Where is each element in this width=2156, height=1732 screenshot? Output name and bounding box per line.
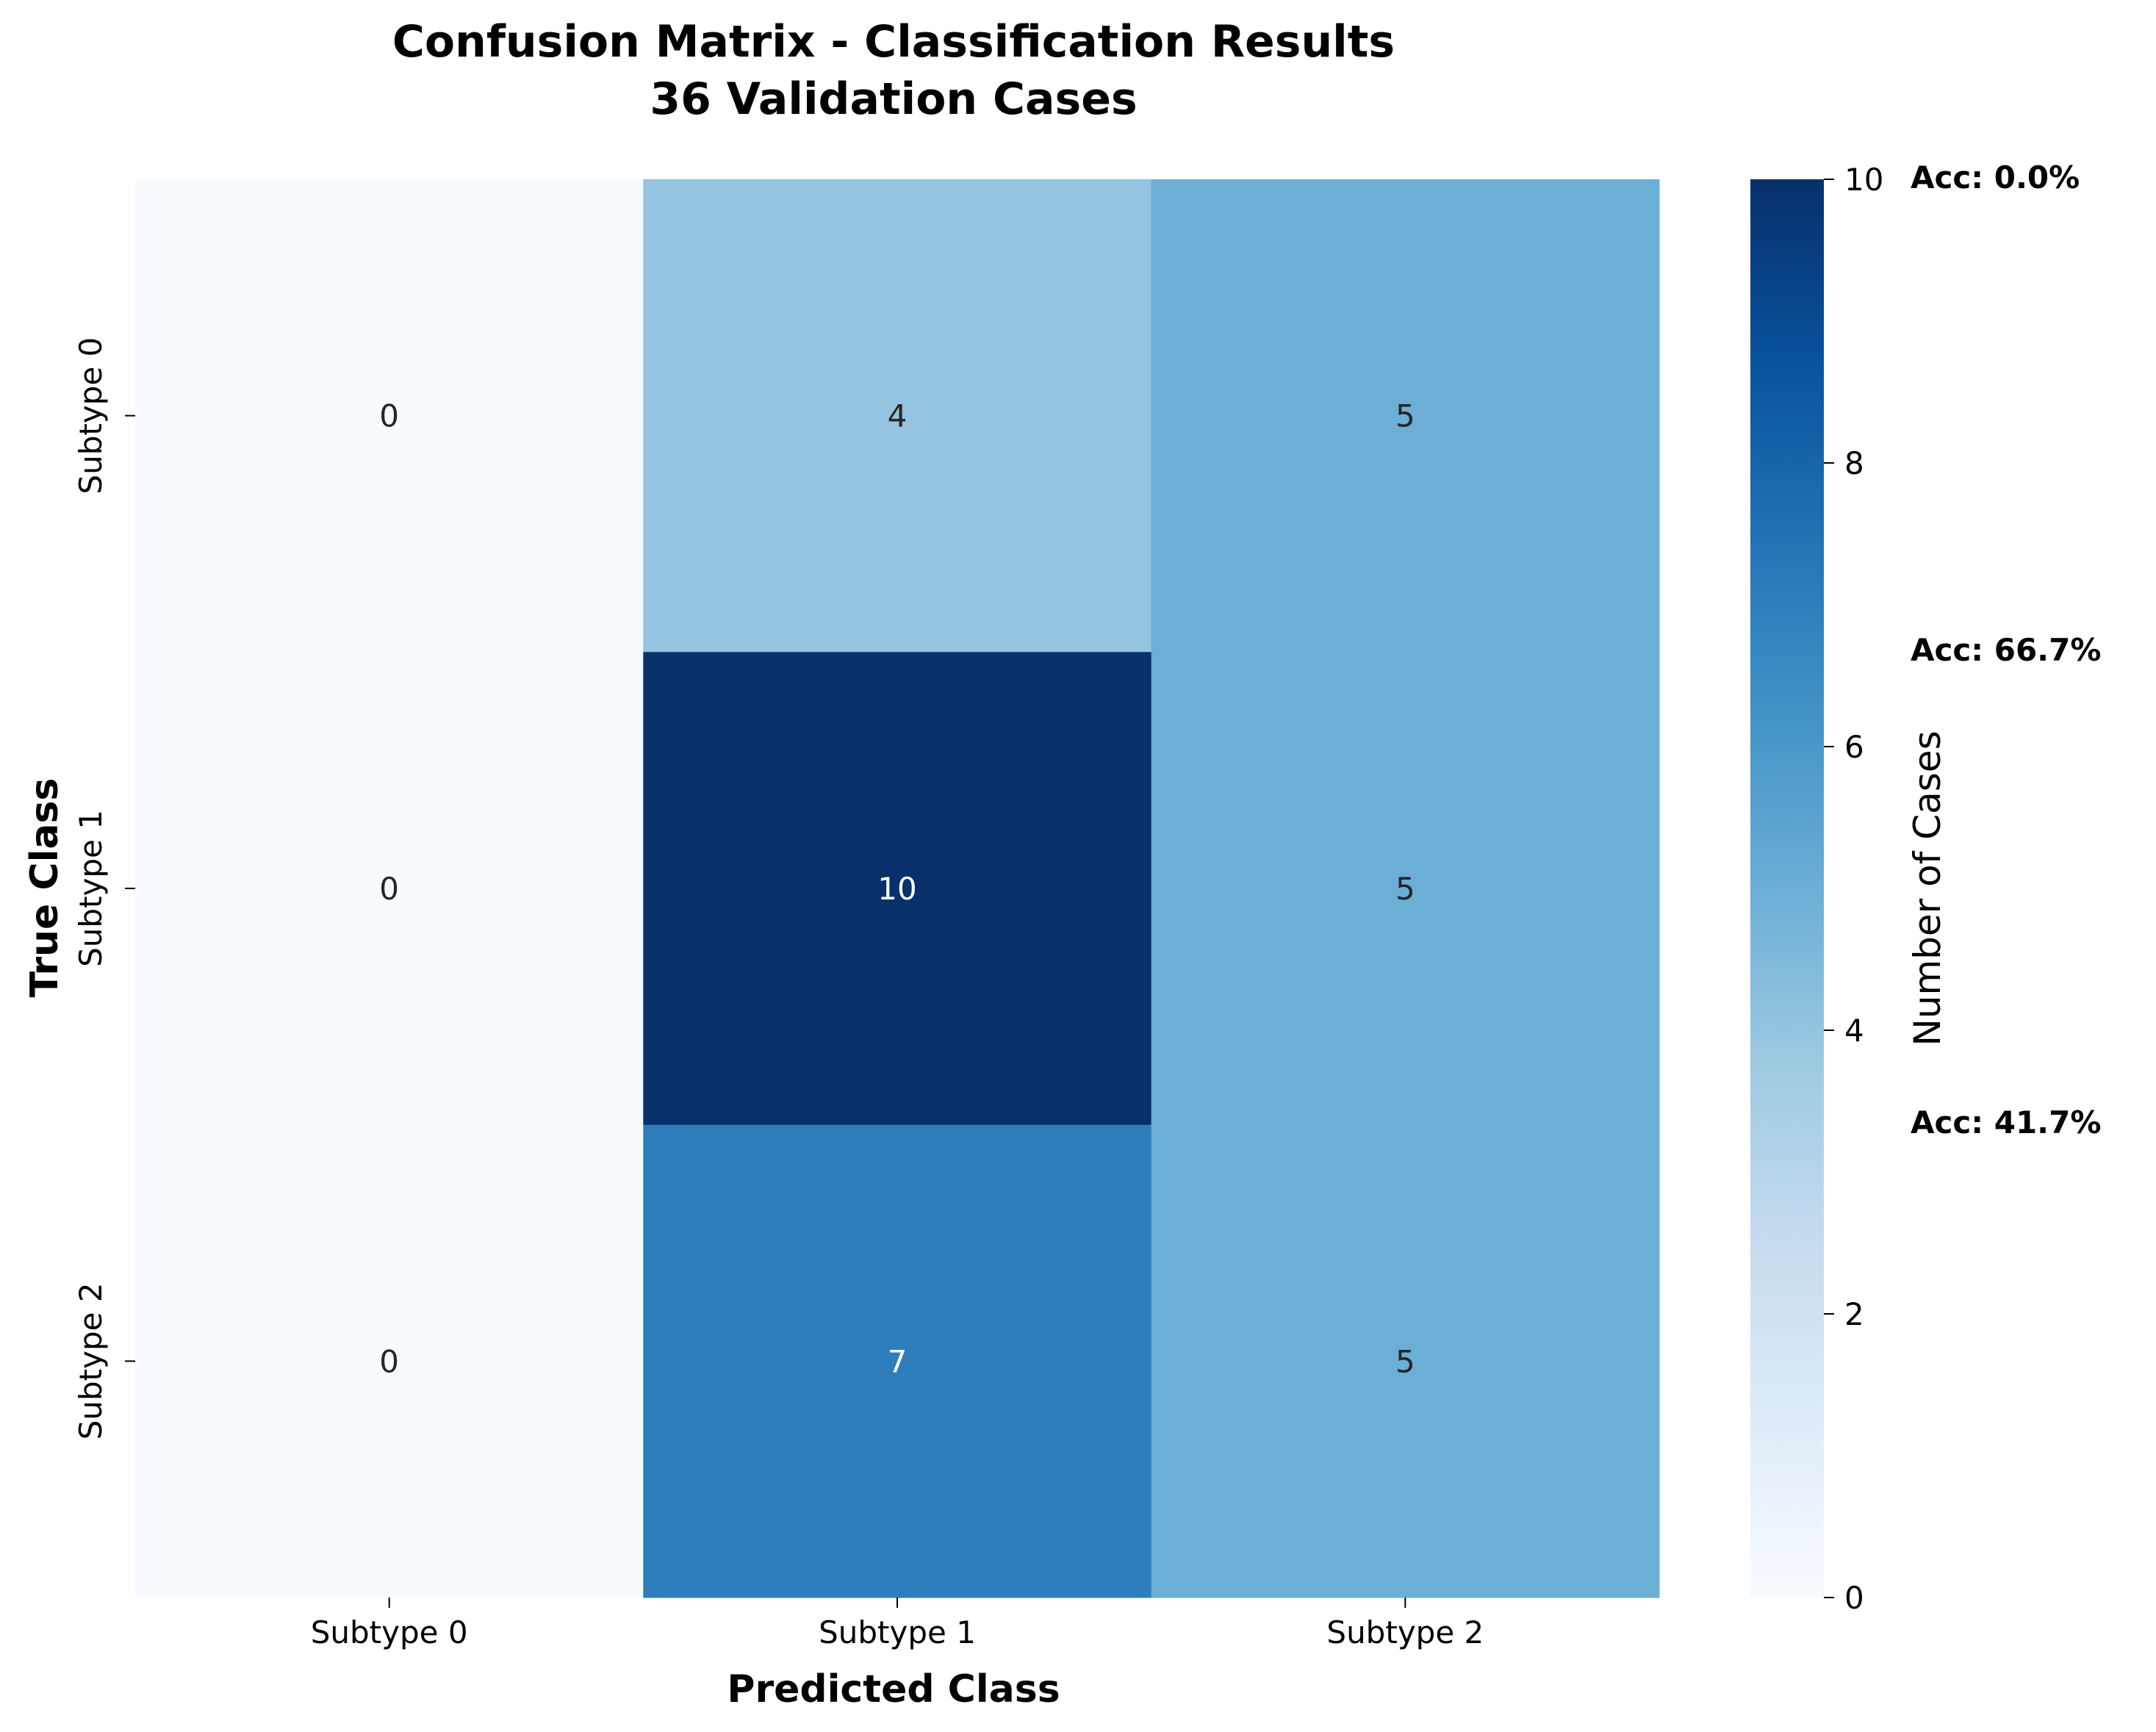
colorbar-tick-label-0: 0 [1844, 1580, 1864, 1616]
chart-title-line-2: 36 Validation Cases [650, 73, 1137, 125]
heatmap-cell-r2-c2 [1151, 1124, 1660, 1598]
chart-title-line-1: Confusion Matrix - Classification Result… [392, 16, 1395, 68]
y-axis: Subtype 0 Subtype 1 Subtype 2 [73, 337, 135, 1440]
heatmap-cell-label-r2-c0: 0 [379, 1343, 399, 1379]
heatmap-cell-r1-c0 [135, 652, 644, 1126]
heatmap-cell-labels: 0 4 5 0 10 5 0 7 5 [379, 398, 1415, 1380]
x-tick-label-0: Subtype 0 [311, 1614, 468, 1650]
colorbar-label: Number of Cases [1906, 730, 1949, 1046]
colorbar-tick-label-2: 4 [1844, 1013, 1864, 1049]
heatmap-cell-label-r0-c2: 5 [1395, 398, 1415, 434]
accuracy-annotation-subtype-2: Acc: 41.7% [1911, 1104, 2101, 1140]
y-axis-label: True Class [23, 778, 67, 998]
heatmap-cell-label-r1-c0: 0 [379, 871, 399, 907]
y-tick-label-0: Subtype 0 [73, 337, 109, 495]
colorbar-tick-label-1: 2 [1844, 1296, 1864, 1332]
heatmap-cells [135, 179, 1660, 1598]
heatmap-cell-r1-c1 [643, 652, 1152, 1126]
accuracy-annotation-subtype-1: Acc: 66.7% [1911, 632, 2101, 668]
heatmap-cell-r2-c1 [643, 1124, 1152, 1598]
x-axis-label: Predicted Class [727, 1667, 1060, 1711]
colorbar-tick-label-3: 6 [1844, 729, 1864, 765]
heatmap-cell-r0-c0 [135, 179, 644, 653]
accuracy-annotation-subtype-0: Acc: 0.0% [1911, 159, 2080, 195]
colorbar-ticks: 0 2 4 6 8 10 [1824, 162, 1883, 1616]
heatmap-cell-label-r2-c2: 5 [1395, 1343, 1415, 1379]
heatmap-cell-label-r1-c2: 5 [1395, 871, 1415, 907]
colorbar-tick-label-4: 8 [1844, 445, 1864, 481]
colorbar-tick-label-5: 10 [1844, 162, 1883, 198]
x-axis: Subtype 0 Subtype 1 Subtype 2 [311, 1598, 1484, 1650]
heatmap-cell-r0-c2 [1151, 179, 1660, 653]
y-tick-label-1: Subtype 1 [73, 810, 109, 967]
heatmap-cell-r0-c1 [643, 179, 1152, 653]
heatmap-cell-label-r0-c0: 0 [379, 398, 399, 434]
heatmap-cell-label-r1-c1: 10 [877, 871, 916, 907]
heatmap-cell-r2-c0 [135, 1124, 644, 1598]
x-tick-label-1: Subtype 1 [819, 1614, 976, 1650]
heatmap-cell-label-r2-c1: 7 [888, 1343, 908, 1379]
y-tick-label-2: Subtype 2 [73, 1282, 109, 1440]
x-tick-label-2: Subtype 2 [1326, 1614, 1484, 1650]
heatmap-cell-label-r0-c1: 4 [888, 398, 908, 434]
heatmap-cell-r1-c2 [1151, 652, 1660, 1126]
colorbar [1750, 179, 1824, 1598]
